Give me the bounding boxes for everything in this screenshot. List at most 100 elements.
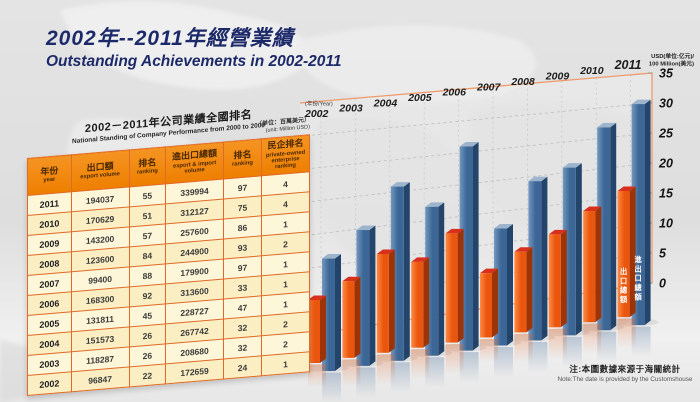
bar-group-2005 — [404, 202, 453, 388]
year-label-2004: 2004 — [373, 97, 398, 109]
bar-front-face — [376, 254, 389, 353]
table-cell: 24 — [223, 355, 262, 380]
bar-side-face — [369, 225, 376, 366]
bar-top-face — [459, 142, 479, 147]
y-tick-label: 20 — [658, 157, 673, 171]
column-header-0: 年份 year — [27, 154, 72, 196]
bar-side-face — [575, 163, 582, 336]
page-title-en: Outstanding Achievements in 2002-2011 — [46, 53, 342, 70]
bar-reflection — [528, 341, 548, 372]
table-cell: 22 — [129, 363, 166, 387]
performance-table-block: 2002－2011年公司業績全國排名 National Standing of … — [27, 109, 310, 396]
bar-front-face — [583, 211, 596, 323]
column-header-2: 排名 ranking — [129, 146, 166, 187]
x-axis-caption: (年份/Year) — [305, 100, 333, 108]
bar-top-face — [425, 202, 445, 207]
bar-side-face — [560, 229, 567, 328]
y-axis: 0 5 10 15 20 25 30 35 USD(单位:亿元)/100 Million(美元) — [648, 52, 694, 291]
bar-reflection — [390, 362, 410, 393]
bar-front-face — [342, 281, 355, 358]
column-header-5: 民企排名 private-owned enterprise ranking — [261, 134, 310, 176]
y-tick-label: 5 — [659, 247, 667, 261]
y-tick-label: 10 — [659, 217, 673, 231]
bar-group-2002 — [301, 254, 349, 402]
bar-front-face — [308, 299, 320, 363]
bar-side-face — [354, 276, 361, 358]
table-cell: 1 — [261, 351, 310, 376]
bar-reflection — [631, 326, 651, 357]
bar-top-face — [411, 257, 430, 262]
bar-reflection — [376, 354, 395, 385]
year-label-2009: 2009 — [545, 71, 570, 83]
bar-group-2008 — [507, 176, 556, 372]
bar-reflection — [480, 339, 498, 362]
bar-side-face — [644, 99, 651, 326]
bar-top-face — [548, 229, 567, 235]
series-label-1: 進出口總額 — [633, 255, 642, 301]
page-title: 2002年--2011年經營業績 Outstanding Achievement… — [46, 22, 341, 71]
bar-reflection — [597, 331, 617, 362]
h-gridline — [299, 192, 653, 237]
bar-side-face — [403, 182, 410, 361]
bar-reflection — [459, 352, 479, 383]
bar-front-face — [445, 233, 458, 343]
bar-side-face — [320, 295, 326, 363]
year-label-2002: 2002 — [304, 108, 329, 120]
bar-side-face — [492, 268, 498, 338]
bar-group-2006 — [438, 142, 487, 383]
bar-side-face — [335, 254, 341, 371]
y-tick-label: 0 — [659, 277, 666, 291]
bar-side-face — [438, 202, 445, 356]
bar-group-2003 — [335, 225, 384, 398]
year-label-2005: 2005 — [407, 92, 432, 104]
bar-top-face — [445, 228, 464, 234]
h-gridline — [299, 162, 653, 204]
bar-top-face — [494, 224, 513, 229]
bar-reflection — [308, 364, 326, 387]
table-cell: 172659 — [165, 359, 224, 384]
bar-top-face — [308, 295, 326, 300]
bar-top-face — [617, 186, 636, 191]
bar-reflection — [342, 359, 361, 387]
bar-side-face — [526, 247, 533, 333]
bar-top-face — [631, 99, 651, 105]
bar-side-face — [423, 257, 430, 348]
bar-top-face — [322, 254, 341, 259]
page-title-zh: 2002年--2011年經營業績 — [46, 27, 294, 50]
year-label-2010: 2010 — [579, 65, 604, 77]
bar-side-face — [541, 176, 548, 341]
bar-side-face — [472, 142, 479, 351]
bar-group-2010 — [576, 122, 625, 362]
bar-side-face — [388, 249, 395, 353]
column-header-3: 進出口總額 export & import volume — [165, 142, 224, 184]
bar-top-face — [356, 225, 376, 231]
bar-top-face — [342, 276, 361, 282]
column-header-1: 出口額 export volume — [71, 149, 129, 192]
performance-table: 年份 year 出口額 export volume 排名 ranking 進出口總額 expo… — [27, 134, 310, 396]
bar-side-face — [610, 122, 617, 331]
bar-reflection — [356, 367, 376, 398]
series-label-0: 出口總額 — [619, 267, 628, 304]
bar-top-face — [583, 206, 602, 212]
year-label-2008: 2008 — [510, 76, 535, 88]
bar-reflection — [322, 372, 341, 402]
bar-group-2009 — [541, 163, 590, 367]
bar-front-face — [411, 261, 424, 348]
table-cell: 2002 — [27, 371, 72, 396]
bar-reflection — [411, 349, 430, 380]
bar-top-face — [480, 268, 498, 274]
bar-front-face — [514, 251, 527, 333]
bar-front-face — [617, 191, 630, 318]
source-note-zh: 注:本圖數據來源于海關統計 — [569, 364, 681, 374]
bar-group-2007 — [473, 224, 521, 377]
bar-side-face — [457, 228, 464, 343]
bar-reflection — [548, 328, 567, 359]
year-label-2006: 2006 — [442, 87, 467, 99]
y-tick-label: 15 — [659, 187, 674, 201]
bar-top-face — [562, 163, 582, 168]
bar-reflection — [445, 344, 464, 375]
bar-top-face — [597, 122, 617, 128]
